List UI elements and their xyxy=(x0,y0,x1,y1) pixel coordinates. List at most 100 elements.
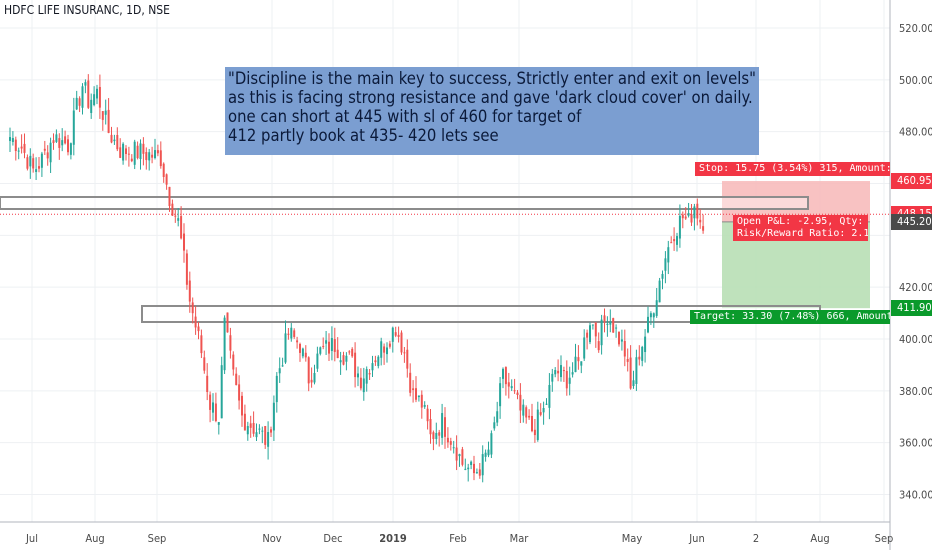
resistance-zone xyxy=(0,196,809,210)
candle-body xyxy=(684,216,687,219)
candle-body xyxy=(328,341,330,354)
candle-body xyxy=(9,137,11,141)
candle-body xyxy=(380,341,383,358)
candle-body xyxy=(586,332,589,338)
risk-reward-line: Risk/Reward Ratio: 2.11 xyxy=(737,228,868,239)
candle-body xyxy=(122,143,125,161)
candle-body xyxy=(458,454,461,457)
candle-body xyxy=(78,98,81,106)
candle-body xyxy=(548,384,551,408)
note-line: one can short at 445 with sl of 460 for … xyxy=(228,107,582,126)
annotation-note[interactable]: "Discipline is the main key to success, … xyxy=(225,67,759,155)
candle-body xyxy=(287,333,290,335)
candle-body xyxy=(394,332,397,336)
y-tick-label: 500.00 xyxy=(899,74,932,87)
candle-body xyxy=(400,332,403,353)
candle-body xyxy=(600,319,603,346)
candle-body xyxy=(583,337,586,359)
candle-body xyxy=(96,88,98,99)
candle-body xyxy=(168,186,171,207)
x-tick-label: Dec xyxy=(323,532,342,545)
candle-body xyxy=(499,383,502,407)
candle-body xyxy=(580,361,583,366)
candle-body xyxy=(470,461,473,465)
candle-body xyxy=(180,216,183,239)
candle-body xyxy=(81,86,84,108)
candle-body xyxy=(270,429,272,433)
candle-body xyxy=(444,417,446,437)
candle-body xyxy=(26,157,29,169)
candle-body xyxy=(200,335,203,354)
candle-body xyxy=(252,422,255,434)
candle-body xyxy=(658,280,661,303)
candle-body xyxy=(568,377,571,384)
y-tick-label: 480.00 xyxy=(899,126,932,139)
candle-body xyxy=(513,390,516,392)
candle-body xyxy=(522,404,525,416)
candle-body xyxy=(301,348,304,357)
candle-body xyxy=(43,148,46,151)
candle-body xyxy=(290,327,293,339)
x-tick-label: Aug xyxy=(810,532,829,545)
stop-label: Stop: 15.75 (3.54%) 315, Amount: 763.1 xyxy=(695,162,890,176)
candle-body xyxy=(246,426,249,435)
candle-body xyxy=(165,174,168,185)
candle-body xyxy=(113,139,116,142)
candle-body xyxy=(319,347,322,354)
pnl-line: Open P&L: -2.95, Qty: 15 xyxy=(737,216,868,227)
candle-body xyxy=(258,428,261,430)
x-tick-label: Sep xyxy=(875,532,894,545)
candle-body xyxy=(609,321,612,325)
x-tick-label: May xyxy=(622,532,643,545)
candle-body xyxy=(32,158,35,169)
x-tick-label: 2 xyxy=(753,532,759,545)
candle-body xyxy=(84,82,87,86)
candle-body xyxy=(261,430,264,432)
candle-body xyxy=(368,373,371,375)
candle-body xyxy=(667,247,670,263)
candle-body xyxy=(145,152,148,161)
candle-body xyxy=(484,452,487,457)
candle-body xyxy=(446,437,449,443)
candle-body xyxy=(562,370,565,372)
candle-body xyxy=(185,253,188,285)
candle-body xyxy=(104,110,107,115)
candle-body xyxy=(603,315,606,322)
candle-body xyxy=(664,258,667,271)
candle-body xyxy=(473,463,475,474)
candle-body xyxy=(589,325,591,343)
candle-body xyxy=(678,215,681,239)
candle-body xyxy=(652,313,655,318)
candle-body xyxy=(354,352,357,378)
y-tick-label: 340.00 xyxy=(899,489,932,502)
candle-body xyxy=(644,336,647,353)
candle-body xyxy=(139,143,142,160)
candle-body xyxy=(310,379,313,383)
candle-body xyxy=(235,373,238,386)
candle-body xyxy=(577,357,580,362)
candle-body xyxy=(670,242,673,244)
candle-body xyxy=(417,395,420,398)
candle-body xyxy=(481,454,484,476)
candle-body xyxy=(214,403,217,422)
x-tick-label: Mar xyxy=(510,532,530,545)
candle-body xyxy=(510,386,513,389)
candle-body xyxy=(386,347,388,355)
candle-body xyxy=(52,140,55,144)
candle-body xyxy=(72,110,75,145)
candle-body xyxy=(615,327,618,329)
candle-body xyxy=(649,313,652,318)
candle-body xyxy=(432,432,435,440)
target-label: Target: 33.30 (7.48%) 666, Amount: 1499 xyxy=(690,310,890,324)
candle-body xyxy=(40,153,43,168)
candle-body xyxy=(467,467,470,470)
candle-body xyxy=(545,403,548,405)
candle-body xyxy=(130,158,133,162)
candle-body xyxy=(275,375,278,403)
note-line: as this is facing strong resistance and … xyxy=(228,88,753,107)
candle-body xyxy=(125,148,127,155)
candle-body xyxy=(536,409,539,440)
candle-body xyxy=(35,169,38,172)
